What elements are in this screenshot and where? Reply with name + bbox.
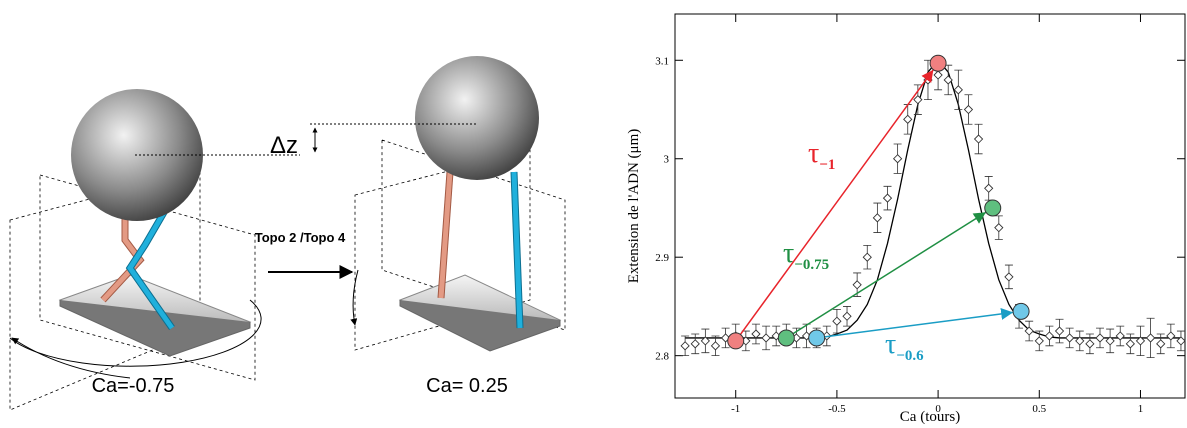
x-axis-label: Ca (tours) xyxy=(900,409,960,425)
data-point xyxy=(984,183,994,193)
enzyme-label: Topo 2 /Topo 4 xyxy=(255,230,346,245)
x-tick-label: 0.5 xyxy=(1032,403,1046,415)
data-point xyxy=(1115,331,1125,341)
tau-subscript: −1 xyxy=(819,157,835,173)
transition-arrow xyxy=(792,211,987,335)
tau-symbol: τ xyxy=(808,138,819,169)
state-marker xyxy=(1012,302,1030,320)
y-tick-label: 2.8 xyxy=(655,351,669,363)
data-point xyxy=(1105,336,1115,346)
delta-label: Δz xyxy=(270,132,298,159)
data-point xyxy=(680,341,690,351)
rotation-arrow xyxy=(350,269,359,326)
data-point xyxy=(1024,326,1034,336)
plot-frame xyxy=(674,13,1186,399)
plot: Extension de l'ADN (μm) Ca (tours) -1 -0.… xyxy=(626,13,1186,425)
data-point xyxy=(690,339,700,349)
state-marker xyxy=(929,54,947,72)
data-point xyxy=(1125,339,1135,349)
data-point xyxy=(1166,331,1176,341)
state-marker xyxy=(808,329,826,347)
dna-rod xyxy=(126,200,175,330)
data-point xyxy=(1054,326,1065,336)
data-point xyxy=(842,311,852,321)
tau-subscript: −0.6 xyxy=(896,348,924,364)
data-point xyxy=(943,75,953,85)
tau-symbol: τ xyxy=(885,329,896,360)
data-point xyxy=(1034,336,1044,346)
y-tick-label: 3 xyxy=(664,154,670,166)
state-marker xyxy=(727,332,745,350)
data-point xyxy=(973,134,984,144)
dna-rod xyxy=(438,171,453,299)
data-point xyxy=(1176,336,1186,346)
data-point xyxy=(1145,333,1156,343)
base-edge xyxy=(59,300,251,357)
diagram xyxy=(9,56,566,411)
y-tick-label: 3.1 xyxy=(655,55,669,67)
plane xyxy=(381,139,566,331)
data-point xyxy=(862,252,872,262)
x-tick-label: -0.5 xyxy=(828,403,846,415)
data-point xyxy=(892,154,903,164)
tau-label: τ−0.75 xyxy=(783,238,829,273)
data-point xyxy=(1075,336,1085,346)
x-tick-label: 0 xyxy=(935,403,941,415)
data-point xyxy=(903,114,913,124)
tau-symbol: τ xyxy=(783,238,794,269)
data-point xyxy=(710,341,721,351)
data-point xyxy=(700,336,710,346)
data-point xyxy=(1135,336,1146,346)
data-point xyxy=(1085,339,1095,349)
data-point xyxy=(1044,331,1055,341)
data-point xyxy=(933,70,943,80)
data-point xyxy=(1156,339,1166,349)
dna-rod xyxy=(511,171,523,329)
data-point xyxy=(882,193,893,203)
data-point xyxy=(751,329,761,339)
plane xyxy=(39,174,256,381)
data-point xyxy=(953,85,963,95)
rotation-ellipse xyxy=(9,299,262,367)
caption: Ca= 0.25 xyxy=(426,375,508,397)
data-point xyxy=(852,280,862,290)
rotation-arrow xyxy=(11,337,131,379)
transition-arrow xyxy=(824,307,1014,338)
x-tick-label: 1 xyxy=(1138,403,1144,415)
y-axis-label: Extension de l'ADN (μm) xyxy=(626,129,642,283)
data-point xyxy=(872,213,883,223)
data-point xyxy=(761,333,771,343)
tau-label: τ−1 xyxy=(808,138,835,173)
data-point xyxy=(1004,272,1014,282)
tau-label: τ−0.6 xyxy=(885,329,924,364)
data-point xyxy=(1095,333,1105,343)
x-tick-label: -1 xyxy=(731,403,740,415)
state-marker xyxy=(984,199,1002,217)
data-point xyxy=(994,223,1004,233)
base-edge xyxy=(399,300,561,352)
state-marker xyxy=(777,329,795,347)
transition-arrow xyxy=(739,69,934,335)
bead xyxy=(415,56,539,180)
data-point xyxy=(913,95,923,105)
caption: Ca=-0.75 xyxy=(92,375,175,397)
data-point xyxy=(1065,333,1075,343)
tau-subscript: −0.75 xyxy=(794,257,829,273)
y-tick-label: 2.9 xyxy=(655,252,669,264)
data-point xyxy=(832,316,842,326)
fit-curve xyxy=(685,59,1181,339)
data-point xyxy=(963,104,974,115)
